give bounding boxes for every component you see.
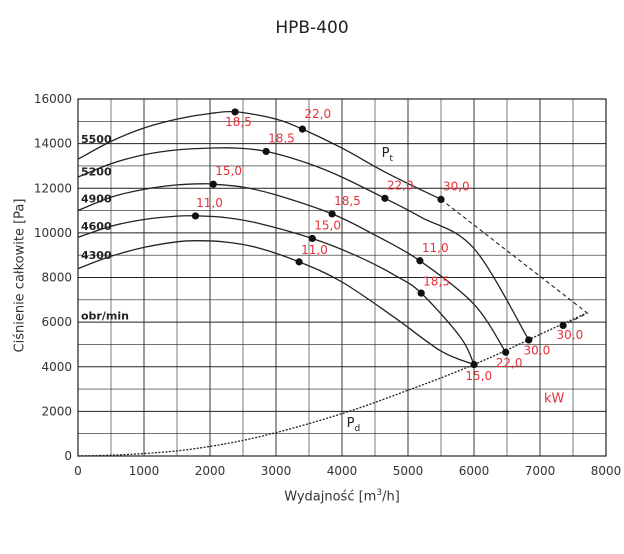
power-point-label: 18,5 (423, 274, 450, 288)
pt-label-sub: t (389, 154, 393, 164)
chart-title: HPB-400 (275, 18, 349, 38)
plot-frame (77, 98, 607, 457)
power-point-label: 18,5 (268, 132, 295, 146)
power-point-marker (525, 336, 533, 344)
power-point-marker (191, 212, 200, 220)
y-tick-label: 10000 (34, 226, 72, 240)
power-point-label: 22,0 (304, 107, 331, 121)
power-point-label: 22,0 (496, 356, 523, 370)
y-axis-label: Ciśnienie całkowite [Pa] (12, 198, 28, 353)
grid (77, 98, 607, 457)
curves (77, 110, 589, 457)
series-line-5200 (77, 147, 530, 341)
y-tick-label: 12000 (34, 181, 72, 195)
power-limit-line (440, 198, 589, 326)
power-unit-label: kW (544, 391, 565, 406)
pt-label: Pt (382, 146, 394, 164)
x-tick-label: 0 (74, 464, 82, 478)
power-point-label: 11,0 (301, 243, 328, 257)
x-axis-label-sup: 3 (376, 488, 383, 498)
power-point-marker (437, 195, 445, 204)
x-tick-label: 3000 (261, 464, 292, 478)
series-label-4600: 4600 (81, 220, 112, 233)
x-axis-label-main: Wydajność [m (284, 489, 377, 505)
x-tick-label: 6000 (459, 464, 490, 478)
power-point-label: 22,0 (387, 178, 414, 192)
x-tick-label: 4000 (327, 464, 358, 478)
power-point-marker (502, 348, 510, 356)
x-tick-label: 8000 (591, 464, 622, 478)
x-tick-label: 7000 (525, 464, 556, 478)
power-point-marker (328, 210, 336, 218)
y-tick-label: 4000 (41, 360, 72, 374)
power-point-label: 18,5 (225, 115, 252, 129)
power-point-marker (559, 321, 567, 330)
series-pd-line (77, 312, 587, 457)
y-tick-label: 14000 (34, 137, 72, 151)
x-tick-label: 1000 (129, 464, 160, 478)
pd-label: Pd (347, 416, 361, 434)
power-point-label: 30,0 (443, 179, 470, 193)
power-point-marker (295, 258, 303, 266)
axes: 0 1000 2000 3000 4000 5000 6000 7000 8000 0 2000 40… (34, 92, 621, 478)
power-points (191, 108, 567, 369)
power-point-label: 15,0 (215, 164, 242, 178)
y-tick-label: 0 (64, 449, 72, 463)
x-axis-label-end: /h] (382, 489, 400, 505)
y-tick-label: 8000 (41, 271, 72, 285)
power-point-marker (417, 289, 425, 297)
series-line-4900 (77, 183, 507, 353)
speed-unit-label: obr/min (81, 309, 129, 322)
power-point-label: 15,0 (465, 369, 492, 383)
power-point-marker (308, 234, 316, 243)
power-point-marker (470, 360, 478, 369)
power-point-label: 30,0 (524, 343, 551, 357)
pd-label-sub: d (354, 424, 360, 434)
series-label-4900: 4900 (81, 192, 112, 205)
series-label-4300: 4300 (81, 249, 112, 262)
power-point-marker (209, 180, 217, 188)
x-tick-label: 5000 (393, 464, 424, 478)
power-point-marker (298, 125, 306, 133)
power-point-marker (416, 257, 424, 265)
power-point-label: 18,5 (334, 194, 361, 208)
series-label-5200: 5200 (81, 166, 112, 179)
power-point-marker (262, 147, 270, 156)
x-tick-label: 2000 (195, 464, 226, 478)
power-point-label: 15,0 (314, 219, 341, 233)
y-tick-label: 2000 (41, 404, 72, 418)
power-point-label: 30,0 (557, 328, 584, 342)
x-axis-label: Wydajność [m3/h] (78, 488, 606, 504)
power-point-marker (231, 108, 239, 116)
y-tick-label: 16000 (34, 92, 72, 106)
power-point-label: 11,0 (196, 196, 223, 210)
power-point-marker (381, 194, 389, 202)
power-point-label: 11,0 (422, 241, 449, 255)
series-line-4300 (77, 240, 475, 366)
series-label-5500: 5500 (81, 133, 112, 146)
y-tick-label: 6000 (41, 315, 72, 329)
